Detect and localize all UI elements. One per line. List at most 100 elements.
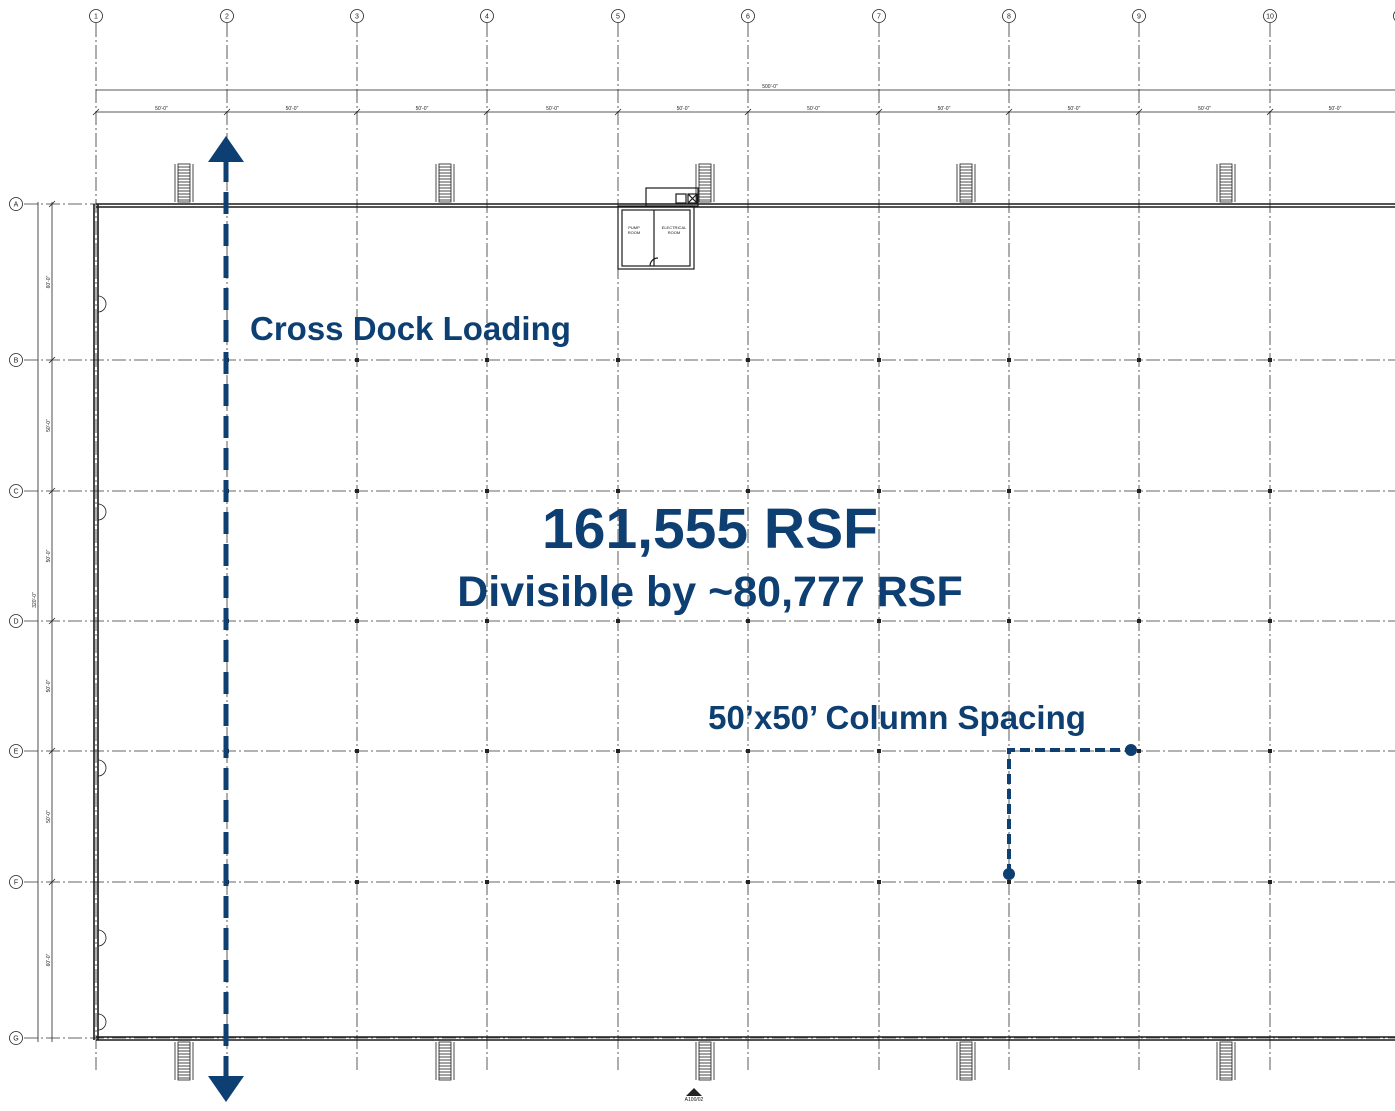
dimension-tick [48, 747, 56, 755]
column-marker [616, 619, 620, 623]
bay-depth-label: 50'-0" [46, 419, 52, 432]
row-bubble-label: G [13, 1036, 18, 1043]
dimension-tick [48, 356, 56, 364]
row-bubble [9, 353, 23, 367]
dimension-tick [614, 108, 622, 116]
area-divisible-label: Divisible by ~80,777 RSF [457, 568, 963, 616]
row-grid: A B C D E F G [9, 197, 1395, 1045]
column-bubble-label: 3 [355, 14, 359, 21]
dock-stair [435, 163, 455, 203]
column-marker [1007, 358, 1011, 362]
dock-stair [956, 163, 976, 203]
column-marker [1137, 749, 1141, 753]
column-dot-icon [1125, 744, 1137, 756]
dock-doors [97, 163, 1236, 1081]
dimension-tick [48, 487, 56, 495]
column-marker [485, 619, 489, 623]
column-marker [1137, 880, 1141, 884]
bay-width-label: 50'-0" [155, 106, 168, 112]
row-bubble-label: A [14, 202, 19, 209]
column-bubble-label: 9 [1137, 14, 1141, 21]
dock-stair [956, 1041, 976, 1081]
row-bubble [9, 614, 23, 628]
column-bubble [350, 9, 364, 23]
column-marker [485, 880, 489, 884]
row-bubble-label: F [14, 880, 18, 887]
column-marker [355, 489, 359, 493]
bay-width-dimensions: 50'-0" 50'-0" 50'-0" 50'-0" 50'-0" 50'-0" 50'-… [92, 106, 1342, 116]
pump-room-label-line2: ROOM [628, 230, 640, 235]
dock-stair [695, 1041, 715, 1081]
bay-depth-label: 50'-0" [46, 810, 52, 823]
bay-width-label: 50'-0" [1068, 106, 1081, 112]
bay-width-label: 50'-0" [1198, 106, 1211, 112]
dimension-tick [483, 108, 491, 116]
dimension-tick [1266, 108, 1274, 116]
bay-width-label: 50'-0" [938, 106, 951, 112]
column-marker [746, 880, 750, 884]
column-marker [746, 489, 750, 493]
dock-stair [695, 163, 715, 203]
dimension-tick [92, 108, 100, 116]
column-bubble [220, 9, 234, 23]
dimension-tick [48, 617, 56, 625]
column-marker [1268, 749, 1272, 753]
column-bubble-label: 6 [746, 14, 750, 21]
column-marker [485, 749, 489, 753]
overall-depth-dimension: 320'-0" [32, 592, 38, 608]
cross-dock-label: Cross Dock Loading [250, 310, 571, 347]
bay-depth-label: 50'-0" [46, 549, 52, 562]
row-bubble [9, 484, 23, 498]
column-marker [616, 880, 620, 884]
column-marker [355, 880, 359, 884]
left-dimensions [37, 202, 53, 1042]
column-bubble [89, 9, 103, 23]
bay-width-label: 50'-0" [1329, 106, 1342, 112]
column-marker [877, 489, 881, 493]
dimension-tick [875, 108, 883, 116]
column-marker [746, 619, 750, 623]
column-bubble [872, 9, 886, 23]
row-bubble [9, 1031, 23, 1045]
column-marker [355, 358, 359, 362]
dimension-tick [223, 108, 231, 116]
top-dimensions [96, 89, 1395, 113]
dock-stair [174, 163, 194, 203]
bay-width-label: 50'-0" [807, 106, 820, 112]
column-marker [485, 489, 489, 493]
column-bubble-label: 4 [485, 14, 489, 21]
column-bubble [1132, 9, 1146, 23]
column-marker [1268, 880, 1272, 884]
bay-depth-label: 60'-0" [46, 953, 52, 966]
area-main-label: 161,555 RSF [542, 497, 878, 561]
column-marker [1007, 619, 1011, 623]
row-bubble-label: B [14, 358, 19, 365]
cross-dock-arrow [208, 136, 244, 1102]
electrical-room-label-line1: ELECTRICAL [662, 225, 687, 230]
column-bubble-label: 8 [1007, 14, 1011, 21]
door-swing [97, 759, 107, 777]
column-marker [616, 358, 620, 362]
section-tag: A100/02 [685, 1097, 704, 1103]
column-marker [877, 880, 881, 884]
bay-width-label: 50'-0" [416, 106, 429, 112]
column-marker [1137, 619, 1141, 623]
dock-stair [174, 1041, 194, 1081]
utility-rooms [617, 187, 699, 270]
building-walls [93, 203, 1395, 1041]
column-bubble-label: 10 [1266, 14, 1274, 21]
section-marker-icon [686, 1088, 702, 1096]
bay-depth-label: 50'-0" [46, 679, 52, 692]
column-marker [746, 749, 750, 753]
column-bubble-label: 2 [225, 14, 229, 21]
row-bubble [9, 744, 23, 758]
column-marker [616, 749, 620, 753]
column-dot-icon [1003, 868, 1015, 880]
column-bubble [1002, 9, 1016, 23]
column-marker [1137, 489, 1141, 493]
column-marker [616, 489, 620, 493]
column-marker [355, 749, 359, 753]
row-bubble [9, 197, 23, 211]
column-marker [877, 358, 881, 362]
